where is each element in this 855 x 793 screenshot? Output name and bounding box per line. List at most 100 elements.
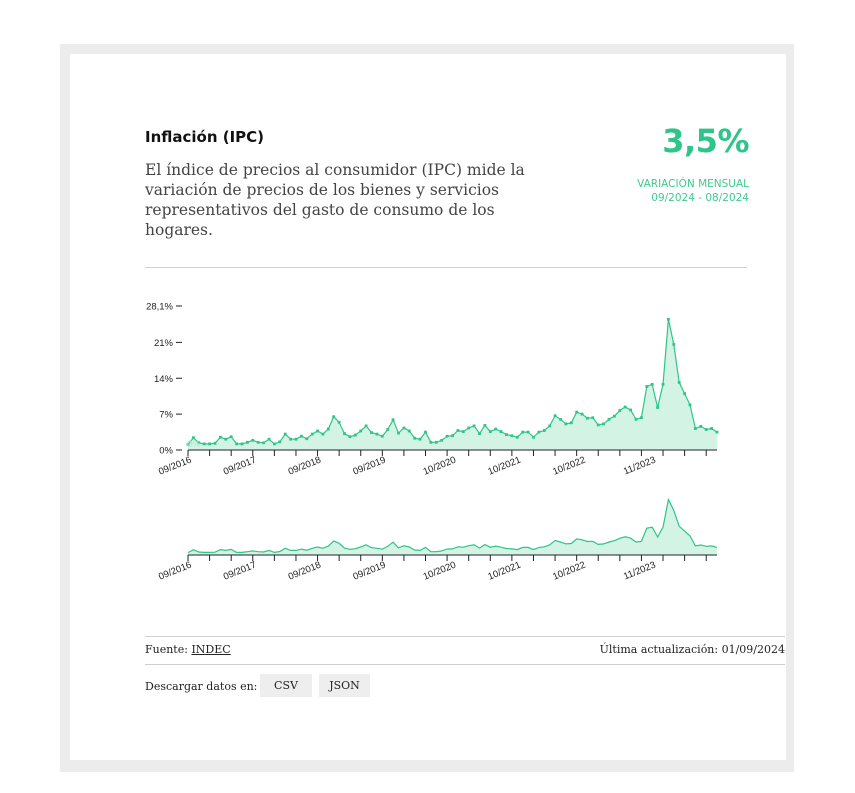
brush-x-tick-label: 10/2022 xyxy=(551,560,587,583)
data-point xyxy=(467,426,471,430)
data-point xyxy=(634,417,638,421)
data-point xyxy=(278,440,282,444)
data-point xyxy=(364,424,368,428)
data-point xyxy=(704,428,708,431)
main-x-tick-label: 10/2022 xyxy=(551,455,587,478)
data-point xyxy=(613,414,616,418)
data-point xyxy=(661,383,665,386)
data-point xyxy=(353,433,357,437)
zero-annotation: 0% xyxy=(187,439,201,450)
data-point xyxy=(413,436,417,440)
data-point xyxy=(521,430,525,434)
main-area-fill xyxy=(188,319,717,450)
data-point xyxy=(402,426,406,430)
y-tick-label: 0% xyxy=(159,446,173,457)
data-point xyxy=(348,435,352,439)
data-point xyxy=(483,424,487,427)
data-point xyxy=(499,430,503,433)
main-x-tick-label: 09/2019 xyxy=(351,455,387,478)
data-point xyxy=(310,432,314,436)
data-point xyxy=(375,432,379,436)
data-point xyxy=(715,430,719,434)
data-point xyxy=(569,421,573,425)
data-point xyxy=(213,441,217,445)
data-point xyxy=(478,432,481,435)
data-point xyxy=(461,430,465,433)
download-json-button[interactable]: JSON xyxy=(319,674,370,697)
data-point xyxy=(537,430,541,434)
data-point xyxy=(494,427,498,431)
main-chart: 28,1%21%14%7%0%0%09/2016 09/2017 09/2018 09… xyxy=(146,302,719,478)
data-point xyxy=(305,437,309,441)
data-point xyxy=(580,412,584,416)
data-point xyxy=(434,440,438,444)
data-point xyxy=(559,417,562,421)
data-point xyxy=(650,383,654,386)
data-point xyxy=(575,410,579,414)
data-point xyxy=(300,434,303,438)
data-point xyxy=(564,422,568,426)
page-title: Inflación (IPC) xyxy=(145,128,265,146)
brush-area-fill xyxy=(188,499,717,555)
data-point xyxy=(256,440,260,444)
data-point xyxy=(208,442,211,446)
data-point xyxy=(321,432,325,436)
data-point xyxy=(629,408,632,412)
data-point xyxy=(699,425,703,428)
data-point xyxy=(456,429,460,432)
data-point xyxy=(505,433,508,436)
data-point xyxy=(370,431,373,434)
data-point xyxy=(623,405,627,409)
kpi-period: 09/2024 - 08/2024 xyxy=(651,192,749,204)
y-tick-label: 28,1% xyxy=(146,302,173,313)
data-point xyxy=(424,430,427,434)
data-point xyxy=(251,438,255,442)
data-point xyxy=(294,437,298,441)
source-note: Fuente: INDEC xyxy=(145,643,231,656)
data-point xyxy=(548,424,552,428)
data-point xyxy=(386,428,390,431)
data-point xyxy=(677,381,681,384)
data-point xyxy=(640,416,643,420)
data-point xyxy=(316,429,319,433)
data-point xyxy=(667,317,670,321)
data-point xyxy=(273,442,276,446)
data-point xyxy=(683,392,686,395)
kpi-caption: VARIACIÓN MENSUAL 09/2024 - 08/2024 xyxy=(637,177,749,205)
data-point xyxy=(283,432,287,436)
data-point xyxy=(337,420,341,424)
range-brush[interactable]: 09/2016 09/2017 09/2018 09/2019 10/2020 10/20… xyxy=(157,497,718,583)
main-x-tick-label: 09/2018 xyxy=(287,455,323,478)
data-point xyxy=(440,438,444,442)
main-x-tick-label: 09/2016 xyxy=(157,455,193,478)
header-divider xyxy=(145,267,747,268)
data-point xyxy=(224,437,228,441)
data-point xyxy=(694,427,697,430)
data-point xyxy=(229,435,233,439)
data-point xyxy=(451,434,454,438)
data-point xyxy=(397,431,400,435)
y-tick-label: 14% xyxy=(154,374,174,385)
data-point xyxy=(186,443,190,446)
indicator-description: El índice de precios al consumidor (IPC)… xyxy=(145,161,525,239)
source-link[interactable]: INDEC xyxy=(191,643,231,656)
data-point xyxy=(407,429,411,433)
main-x-tick-label: 10/2020 xyxy=(422,455,458,478)
data-point xyxy=(596,423,600,427)
data-point xyxy=(472,424,476,428)
last-updated: Última actualización: 01/09/2024 xyxy=(599,643,785,656)
main-x-tick-label: 11/2023 xyxy=(622,455,657,478)
data-point xyxy=(515,435,519,439)
data-point xyxy=(359,429,363,433)
data-point xyxy=(418,437,422,441)
brush-x-tick-label: 10/2021 xyxy=(486,560,522,583)
data-point xyxy=(332,415,336,419)
main-x-tick-label: 09/2017 xyxy=(222,455,258,478)
download-csv-button[interactable]: CSV xyxy=(260,674,312,697)
data-point xyxy=(246,440,249,444)
data-point xyxy=(618,409,622,412)
data-point xyxy=(645,385,649,388)
data-point xyxy=(586,416,589,420)
main-x-tick-label: 10/2021 xyxy=(486,455,522,478)
data-point xyxy=(591,416,595,420)
